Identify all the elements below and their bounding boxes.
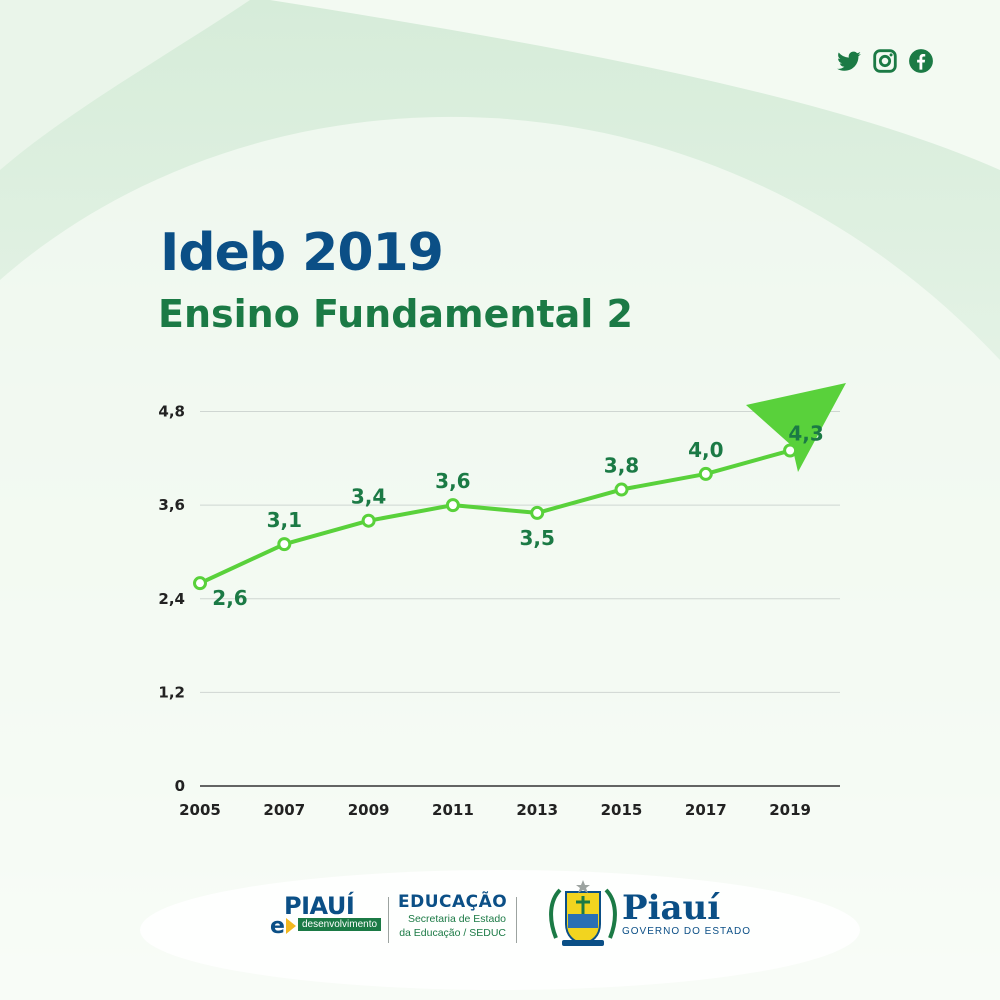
data-label: 3,4 (351, 485, 386, 509)
page-subtitle: Ensino Fundamental 2 (158, 292, 633, 336)
data-point (361, 513, 376, 528)
twitter-icon[interactable] (836, 48, 862, 74)
y-tick-label: 0 (175, 777, 185, 795)
gov-name: Piauí (622, 888, 721, 928)
data-point (530, 505, 545, 520)
logo-tagline: desenvolvimento (298, 918, 382, 931)
x-tick-label: 2015 (601, 801, 643, 819)
edu-line-2: da Educação / SEDUC (399, 927, 506, 939)
data-label: 4,3 (788, 422, 823, 446)
piaui-desenvolvimento-logo: PIAUÍ e desenvolvimento (270, 892, 382, 942)
data-label: 4,0 (688, 438, 723, 462)
state-coat-of-arms-icon (548, 878, 618, 950)
trend-arrow-icon (746, 383, 846, 472)
footer-divider (388, 897, 389, 943)
series-line (198, 448, 793, 586)
y-tick-label: 3,6 (158, 496, 185, 514)
data-point (783, 443, 798, 458)
data-label: 2,6 (212, 586, 247, 610)
data-point (614, 482, 629, 497)
data-label: 3,1 (267, 508, 302, 532)
edu-line-1: Secretaria de Estado (407, 913, 506, 925)
x-tick-label: 2009 (348, 801, 390, 819)
logo-piaui-word: PIAUÍ (284, 892, 355, 920)
government-logo: Piauí GOVERNO DO ESTADO (622, 890, 751, 937)
footer-divider (516, 897, 517, 943)
x-tick-label: 2019 (769, 801, 811, 819)
data-label: 3,6 (435, 469, 470, 493)
data-point (193, 576, 207, 591)
y-tick-label: 4,8 (158, 403, 185, 421)
page-title: Ideb 2019 (160, 223, 444, 283)
instagram-icon[interactable] (872, 48, 898, 74)
data-point (698, 466, 713, 481)
seduc-logo: EDUCAÇÃO Secretaria de Estado da Educaçã… (398, 892, 508, 940)
data-label: 3,5 (519, 526, 554, 550)
data-point (277, 537, 292, 552)
gov-subtitle: GOVERNO DO ESTADO (622, 926, 752, 937)
facebook-icon[interactable] (908, 48, 934, 74)
logo-e-letter: e (270, 914, 285, 939)
x-tick-label: 2011 (432, 801, 474, 819)
x-tick-label: 2013 (516, 801, 558, 819)
social-icons (836, 48, 934, 74)
data-label: 3,8 (604, 454, 639, 478)
y-tick-label: 2,4 (158, 590, 185, 608)
chevron-icon (286, 918, 296, 934)
x-tick-label: 2005 (179, 801, 221, 819)
edu-heading: EDUCAÇÃO (398, 892, 508, 912)
data-point (445, 498, 460, 513)
x-tick-label: 2017 (685, 801, 727, 819)
y-tick-label: 1,2 (158, 683, 185, 701)
x-tick-label: 2007 (263, 801, 305, 819)
